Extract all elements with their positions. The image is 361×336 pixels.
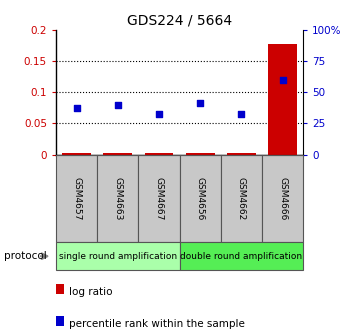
Text: GSM4662: GSM4662: [237, 177, 246, 220]
Bar: [221, 155, 262, 242]
Bar: [56, 242, 180, 270]
Bar: [262, 155, 303, 242]
Point: [280, 77, 286, 83]
Title: GDS224 / 5664: GDS224 / 5664: [127, 14, 232, 28]
Bar: [56, 155, 97, 242]
Point: [156, 111, 162, 116]
Bar: [186, 153, 215, 155]
Text: percentile rank within the sample: percentile rank within the sample: [69, 319, 245, 329]
Text: GSM4666: GSM4666: [278, 176, 287, 220]
Text: protocol: protocol: [4, 251, 46, 261]
Point: [239, 112, 244, 117]
Bar: [268, 44, 297, 155]
Bar: [227, 153, 256, 155]
Text: GSM4667: GSM4667: [155, 176, 164, 220]
Text: GSM4663: GSM4663: [113, 176, 122, 220]
Bar: [180, 155, 221, 242]
Point: [115, 102, 121, 108]
Text: single round amplification: single round amplification: [59, 252, 177, 261]
Bar: [180, 242, 303, 270]
Bar: [97, 155, 138, 242]
Bar: [138, 155, 180, 242]
Text: GSM4656: GSM4656: [196, 176, 205, 220]
Bar: [62, 153, 91, 155]
Text: GSM4657: GSM4657: [72, 176, 81, 220]
Text: log ratio: log ratio: [69, 287, 113, 297]
Bar: [103, 153, 132, 155]
Bar: [144, 153, 173, 155]
Point: [197, 100, 203, 106]
Point: [74, 105, 79, 111]
Text: double round amplification: double round amplification: [180, 252, 303, 261]
